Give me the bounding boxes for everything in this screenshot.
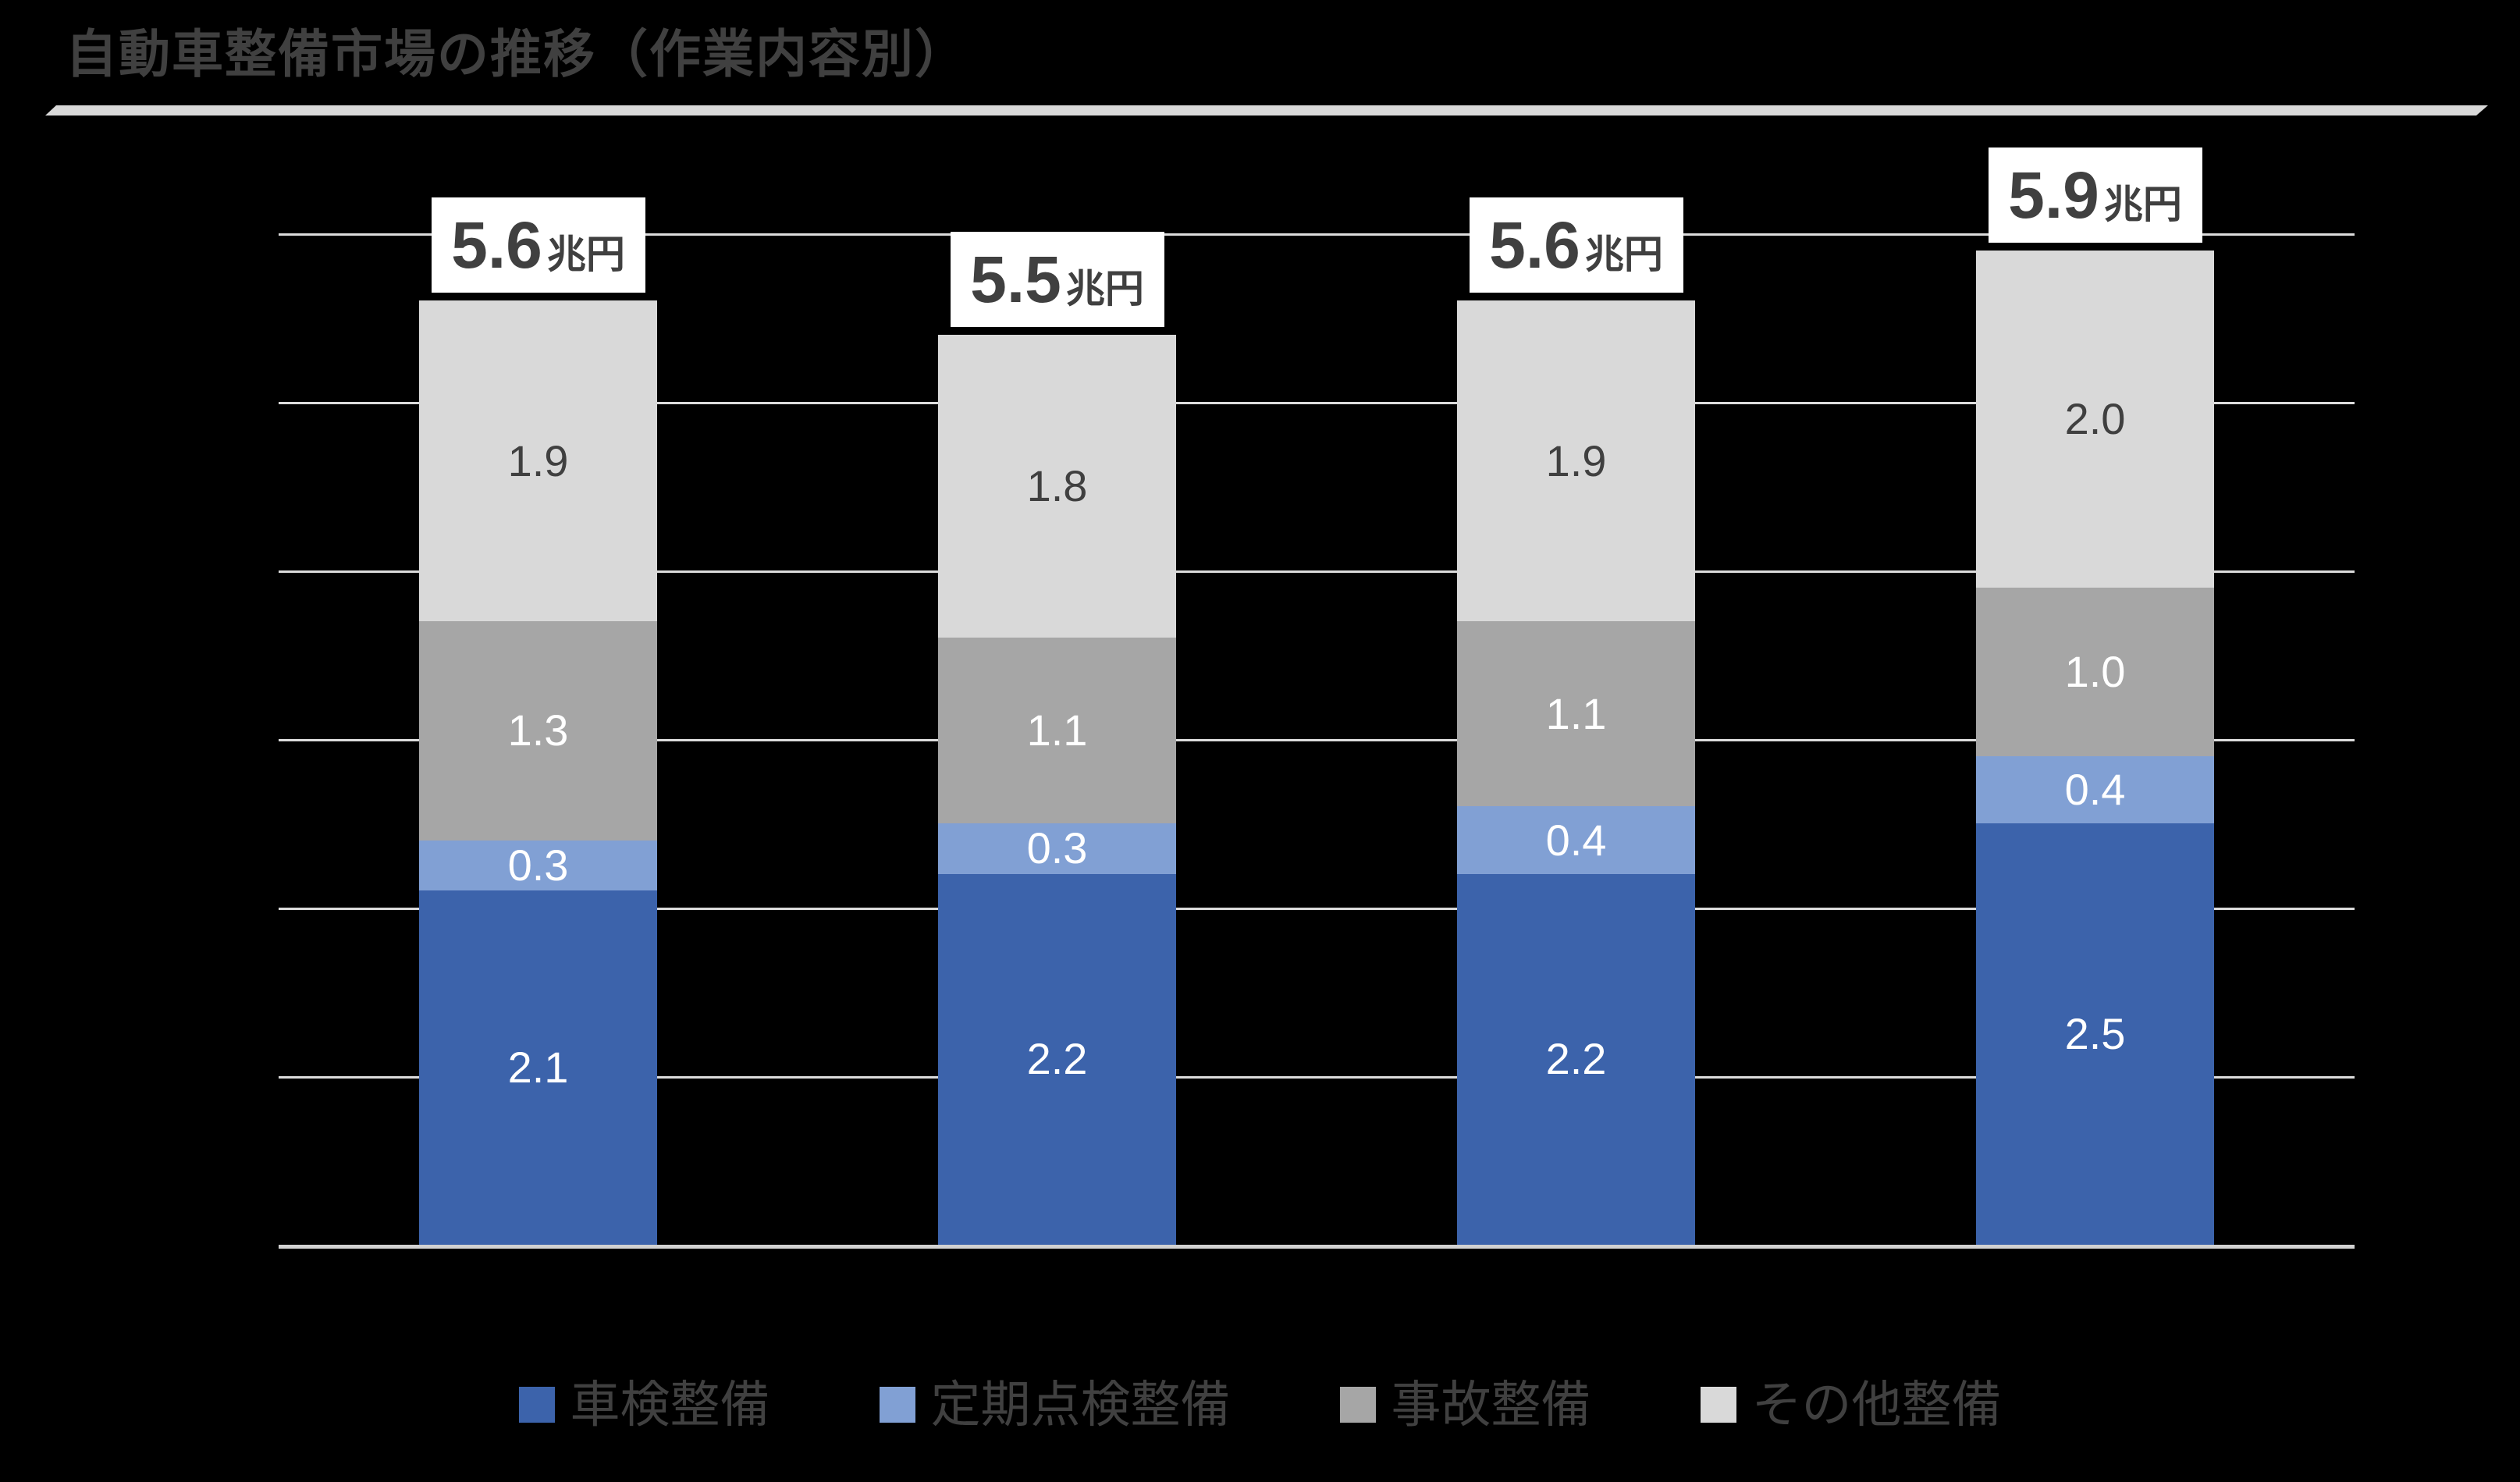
legend-item: 定期点検整備 <box>879 1377 1231 1433</box>
bar-segment: 1.3 <box>419 620 657 841</box>
legend-swatch-icon <box>879 1387 915 1423</box>
bar-segment: 0.3 <box>938 823 1176 874</box>
bar-segment: 0.4 <box>1976 755 2214 823</box>
segment-value-label: 0.4 <box>1545 815 1607 865</box>
segment-value-label: 2.5 <box>2064 1009 2126 1058</box>
segment-value-label: 2.2 <box>1026 1034 1088 1084</box>
segment-value-label: 2.1 <box>507 1043 569 1093</box>
total-label-box: 5.5 兆円 <box>950 231 1164 327</box>
bar-segment: 2.2 <box>1457 873 1695 1245</box>
total-label-box: 5.6 兆円 <box>431 197 645 293</box>
gridline <box>279 908 2355 910</box>
gridline <box>279 570 2355 573</box>
legend-swatch-icon <box>1700 1387 1736 1423</box>
bar-segment: 0.3 <box>419 840 657 891</box>
bar-segment: 2.1 <box>419 890 657 1245</box>
legend-item: その他整備 <box>1700 1377 2002 1433</box>
segment-value-label: 0.3 <box>1026 823 1088 873</box>
bar-segment: 1.9 <box>419 300 657 621</box>
bar-segment: 2.5 <box>1976 823 2214 1245</box>
legend-item: 車検整備 <box>518 1377 770 1433</box>
legend-label: その他整備 <box>1751 1377 2002 1433</box>
segment-value-label: 1.9 <box>507 435 569 485</box>
legend-label: 事故整備 <box>1391 1377 1591 1433</box>
bar-segment: 1.0 <box>1976 587 2214 756</box>
gridline <box>279 402 2355 404</box>
total-label-box: 5.6 兆円 <box>1469 197 1683 293</box>
title-divider-rule <box>45 105 2488 116</box>
segment-value-label: 1.1 <box>1026 705 1088 755</box>
total-value: 5.5 <box>970 242 1061 316</box>
segment-value-label: 1.9 <box>1545 435 1607 485</box>
segment-value-label: 1.8 <box>1026 460 1088 510</box>
bar-segment: 2.2 <box>938 873 1176 1245</box>
chart-title: 自動車整備市場の推移（作業内容別） <box>66 25 968 83</box>
legend-label: 車検整備 <box>570 1377 770 1433</box>
bar-segment: 1.1 <box>938 638 1176 823</box>
x-axis-baseline <box>279 1245 2355 1249</box>
bar-segment: 1.1 <box>1457 620 1695 807</box>
total-unit: 兆円 <box>1065 266 1144 311</box>
bar-segment: 1.9 <box>1457 300 1695 621</box>
segment-value-label: 1.3 <box>507 705 569 755</box>
legend-item: 事故整備 <box>1339 1377 1591 1433</box>
segment-value-label: 0.3 <box>507 840 569 890</box>
total-label-box: 5.9 兆円 <box>1988 147 2202 243</box>
total-unit: 兆円 <box>2103 182 2182 226</box>
total-unit: 兆円 <box>1584 233 1663 277</box>
gridline <box>279 739 2355 741</box>
total-unit: 兆円 <box>546 233 625 277</box>
total-value: 5.6 <box>451 208 542 283</box>
segment-value-label: 1.0 <box>2064 646 2126 696</box>
legend-swatch-icon <box>1339 1387 1376 1423</box>
gridline <box>279 1076 2355 1079</box>
bar-segment: 0.4 <box>1457 806 1695 874</box>
legend-label: 定期点検整備 <box>930 1377 1231 1433</box>
segment-value-label: 2.2 <box>1545 1034 1607 1084</box>
bar-segment: 2.0 <box>1976 250 2214 588</box>
legend-swatch-icon <box>518 1387 555 1423</box>
legend: 車検整備 定期点検整備 事故整備 その他整備 <box>0 1380 2520 1430</box>
segment-value-label: 2.0 <box>2064 393 2126 443</box>
segment-value-label: 0.4 <box>2064 764 2126 814</box>
gridline <box>279 233 2355 236</box>
segment-value-label: 1.1 <box>1545 688 1607 738</box>
total-value: 5.6 <box>1489 208 1580 283</box>
total-value: 5.9 <box>2008 158 2099 232</box>
bar-segment: 1.8 <box>938 334 1176 638</box>
